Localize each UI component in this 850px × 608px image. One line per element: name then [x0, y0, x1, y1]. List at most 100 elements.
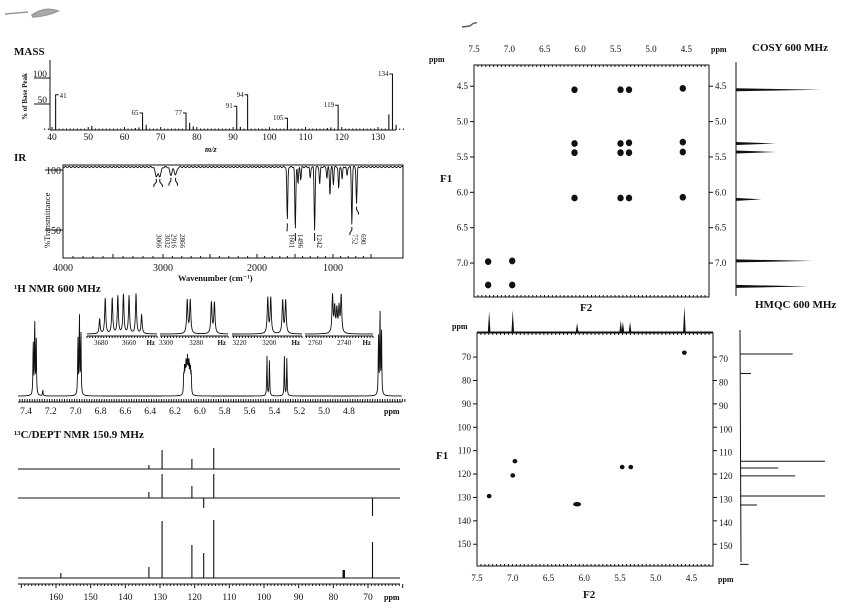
cosy-y-tick-label-right: 5.5 [715, 152, 727, 162]
h1-title: ¹H NMR 600 MHz [14, 283, 101, 295]
ir-band-label: 1496 [296, 234, 304, 249]
mass-peak-label: 119 [324, 101, 335, 109]
c13-x-tick-label: 150 [84, 593, 99, 603]
cosy-projection-peak [736, 284, 809, 288]
ir-band-label: 752 [351, 234, 359, 245]
cosy-y-tick-label-left: 4.5 [457, 81, 469, 91]
c13-x-tick-label: 120 [188, 593, 203, 603]
h1-inset-3: 3220 3200 Hz [232, 296, 303, 347]
hmqc-title: HMQC 600 MHz [755, 299, 836, 311]
ir-band-marker [175, 177, 178, 186]
hmqc-y-tick-label-right: 110 [719, 448, 733, 458]
c13-x-tick-label: 90 [294, 593, 304, 603]
mass-peak-label-bracket [389, 73, 393, 78]
ir-band-marker [168, 177, 172, 186]
hmqc-y-tick-label-left: 70 [462, 352, 472, 362]
hmqc-x-tick-label: 7.0 [507, 573, 519, 583]
hmqc-f1-label: F1 [436, 450, 448, 462]
cosy-cross-peak [617, 140, 624, 147]
c13-x-tick-label: 140 [118, 593, 133, 603]
hmqc-cross-peak [512, 458, 518, 464]
mass-peak-label: 105 [273, 114, 284, 122]
cosy-plot-frame [473, 64, 710, 298]
hmqc-x-tick-label: 4.5 [686, 573, 698, 583]
mass-xlabel: m/z [205, 145, 217, 154]
hmqc-y-tick-label-left: 110 [458, 446, 472, 456]
cosy-cross-peak [625, 149, 633, 157]
h1-inset-tick-label: 3300 [159, 339, 174, 347]
cosy-x-tick-label: 5.0 [645, 44, 657, 54]
hmqc-y-tick-label-left: 150 [458, 539, 472, 549]
hmqc-y-tick-label-left: 100 [458, 422, 472, 432]
hmqc-y-tick-label-left: 130 [458, 492, 472, 502]
cosy-unit-right: ppm [711, 45, 727, 54]
h1-x-tick-label: 4.8 [343, 407, 355, 417]
h1-x-tick-label: 6.6 [119, 407, 131, 417]
h1-x-tick-label: 5.6 [244, 407, 256, 417]
cosy-cross-peak [509, 281, 516, 289]
h1-inset-trace [160, 298, 228, 335]
mass-x-tick-label: 60 [120, 133, 130, 143]
mass-x-tick-label: 110 [299, 133, 313, 143]
ir-xlabel: Wavenumber (cm⁻¹) [178, 273, 253, 283]
h1-inset-tick-label: 2760 [308, 339, 323, 347]
cosy-projection-peak [736, 88, 821, 92]
c13-x-tick-label: 160 [49, 593, 64, 603]
hmqc-y-tick-label-right: 120 [719, 471, 733, 481]
hmqc-cross-peak [681, 350, 687, 355]
hmqc-y-tick-label-right: 100 [719, 424, 733, 434]
hmqc-unit-left: ppm [452, 322, 468, 331]
hmqc-cross-peak [510, 473, 516, 478]
cosy-cross-peak [679, 148, 687, 156]
mass-peak-label: 91 [226, 102, 234, 110]
ir-frame [62, 164, 404, 259]
cosy-y-tick-label-left: 6.5 [457, 223, 469, 233]
cosy-cross-peak [571, 140, 578, 147]
mass-y-tick-label: 100 [33, 70, 48, 80]
hmqc-y-tick-label-left: 90 [462, 399, 472, 409]
h1-inset-tick-label: 3200 [262, 339, 277, 347]
hmqc-cross-peak [619, 464, 625, 470]
cosy-cross-peak [625, 194, 633, 202]
hmqc-f2-projection-peak [575, 322, 579, 332]
ir-band-label: 1601 [288, 234, 296, 249]
mass-ylabel: % of Base Peak [21, 73, 29, 120]
h1-inset-tick-label: 3220 [232, 339, 247, 347]
cosy-cross-peak [679, 84, 687, 92]
cosy-cross-peak [625, 139, 633, 147]
mass-x-tick-label: 130 [371, 133, 386, 143]
mass-peak-label-bracket [244, 94, 249, 99]
hmqc-f1-projection-axis [739, 329, 742, 563]
ir-x-tick-label: 4000 [53, 263, 73, 274]
hmqc-x-tick-label: 6.0 [579, 573, 591, 583]
hmqc-x-tick-label: 5.5 [614, 573, 626, 583]
cosy-title: COSY 600 MHz [752, 42, 828, 54]
ir-band-marker [159, 179, 163, 187]
h1-inset-tick-label: 3680 [94, 339, 109, 347]
mass-peak-label-bracket [233, 105, 238, 111]
mass-peak-label: 77 [175, 109, 183, 117]
cosy-cross-peak [571, 149, 578, 157]
mass-peak-label: 134 [378, 70, 389, 78]
h1-x-tick-label: 6.4 [144, 407, 156, 417]
c13-title: ¹³C/DEPT NMR 150.9 MHz [14, 429, 144, 441]
ir-band-label: 3066 [154, 234, 162, 249]
hmqc-cross-peak [573, 502, 582, 507]
cosy-cross-peak [484, 281, 492, 289]
h1-inset-tick-label: 3280 [189, 339, 204, 347]
h1-x-tick-label: 5.2 [293, 407, 305, 417]
h1-inset-tick-label: 3660 [122, 339, 137, 347]
mass-x-tick-label: 70 [156, 133, 166, 143]
cosy-y-tick-label-left: 5.0 [457, 117, 469, 127]
ir-band-label: 690 [359, 234, 367, 245]
cosy-x-tick-label: 4.5 [681, 44, 693, 54]
mass-peak-label-bracket [139, 112, 144, 117]
cosy-x-tick-label: 5.5 [610, 44, 622, 54]
h1-inset-trace [305, 293, 374, 335]
h1-inset-1: 3680 3660 Hz [86, 293, 158, 347]
hmqc-x-tick-label: 6.5 [543, 573, 555, 583]
mass-x-tick-label: 40 [47, 133, 57, 143]
hmqc-y-tick-label-left: 140 [458, 516, 472, 526]
